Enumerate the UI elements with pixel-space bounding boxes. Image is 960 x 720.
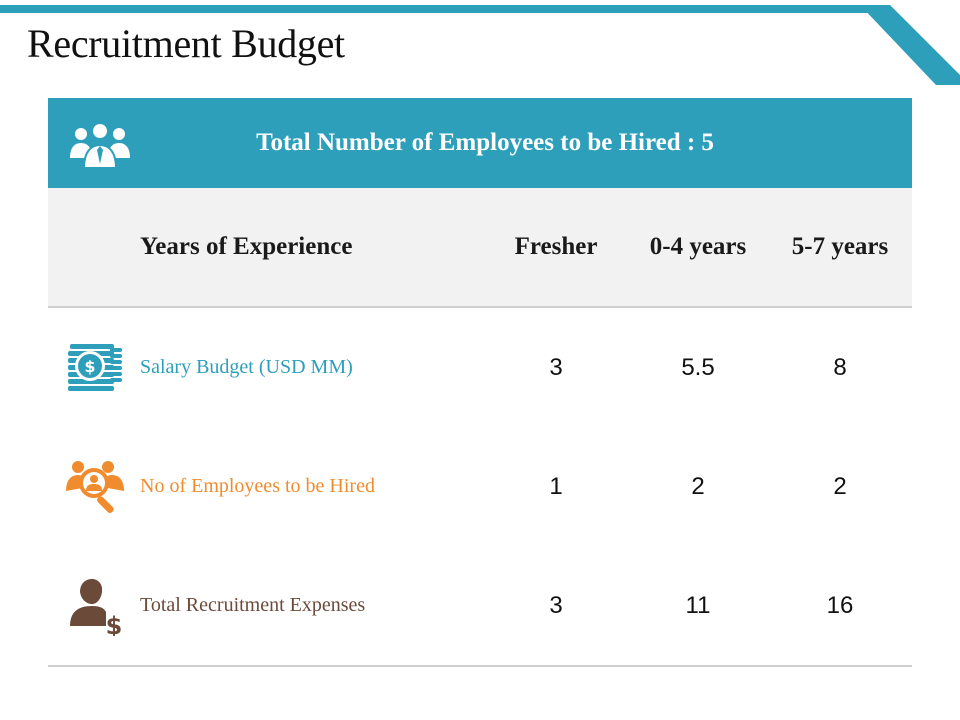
budget-table: Total Number of Employees to be Hired : … [48,98,912,667]
row-label-employees-hired: No of Employees to be Hired [140,475,375,497]
person-dollar-icon: $ [70,579,123,636]
row-label-salary-budget: Salary Budget (USD MM) [140,356,353,378]
header-years-of-experience: Years of Experience [140,233,353,260]
cell-salary-5-7: 8 [833,353,847,381]
table-header-row: Years of Experience Fresher 0-4 years 5-… [48,188,912,308]
cell-employees-fresher: 1 [549,472,563,500]
table-banner: Total Number of Employees to be Hired : … [48,98,912,188]
table-bottom-border [48,665,912,667]
cell-salary-0-4: 5.5 [681,353,715,381]
banner-title: Total Number of Employees to be Hired : … [256,129,714,156]
cell-expenses-fresher: 3 [549,591,563,619]
top-accent-bar [0,5,868,13]
table-row-employees-hired: No of Employees to be Hired 1 2 2 [48,427,912,546]
header-0-4-years: 0-4 years [649,233,747,260]
table-row-total-expenses: $ Total Recruitment Expenses 3 11 16 [48,546,912,665]
header-fresher: Fresher [514,233,598,260]
svg-text:$: $ [106,612,123,636]
page-title: Recruitment Budget [27,21,345,66]
cell-employees-0-4: 2 [691,472,705,500]
row-label-total-expenses: Total Recruitment Expenses [140,594,366,616]
cell-expenses-0-4: 11 [685,591,711,619]
cell-employees-5-7: 2 [833,472,847,500]
svg-text:$: $ [84,357,95,376]
header-5-7-years: 5-7 years [791,233,889,260]
search-people-icon [66,461,124,513]
cell-salary-fresher: 3 [549,353,563,381]
money-icon: $ [68,344,122,391]
group-icon [70,122,130,169]
table-row-salary-budget: $ Salary Budget (USD MM) 3 5.5 8 [48,308,912,427]
corner-ribbon [860,5,960,85]
cell-expenses-5-7: 16 [826,591,854,619]
